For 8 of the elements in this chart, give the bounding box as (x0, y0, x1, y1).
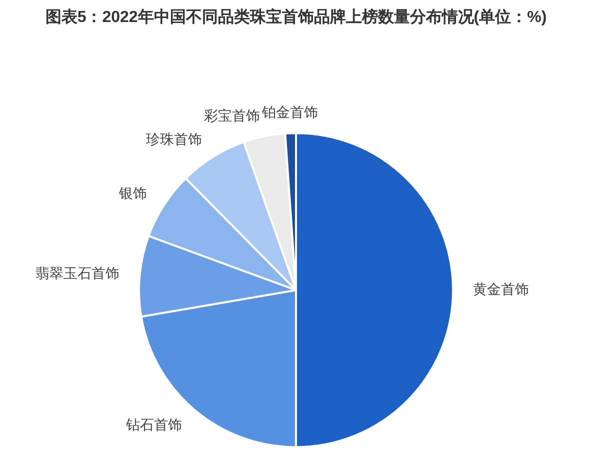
slice-label: 珍珠首饰 (146, 130, 202, 147)
chart-title: 图表5：2022年中国不同品类珠宝首饰品牌上榜数量分布情况(单位：%) (45, 7, 547, 26)
slice-label: 银饰 (118, 185, 148, 202)
slice-label: 彩宝首饰 (204, 108, 260, 124)
slice-label: 钻石首饰 (124, 416, 182, 432)
slice-label: 翡翠玉石首饰 (36, 264, 120, 281)
slice-label: 黄金首饰 (473, 280, 529, 297)
slice-label: 铂金首饰 (260, 104, 318, 120)
